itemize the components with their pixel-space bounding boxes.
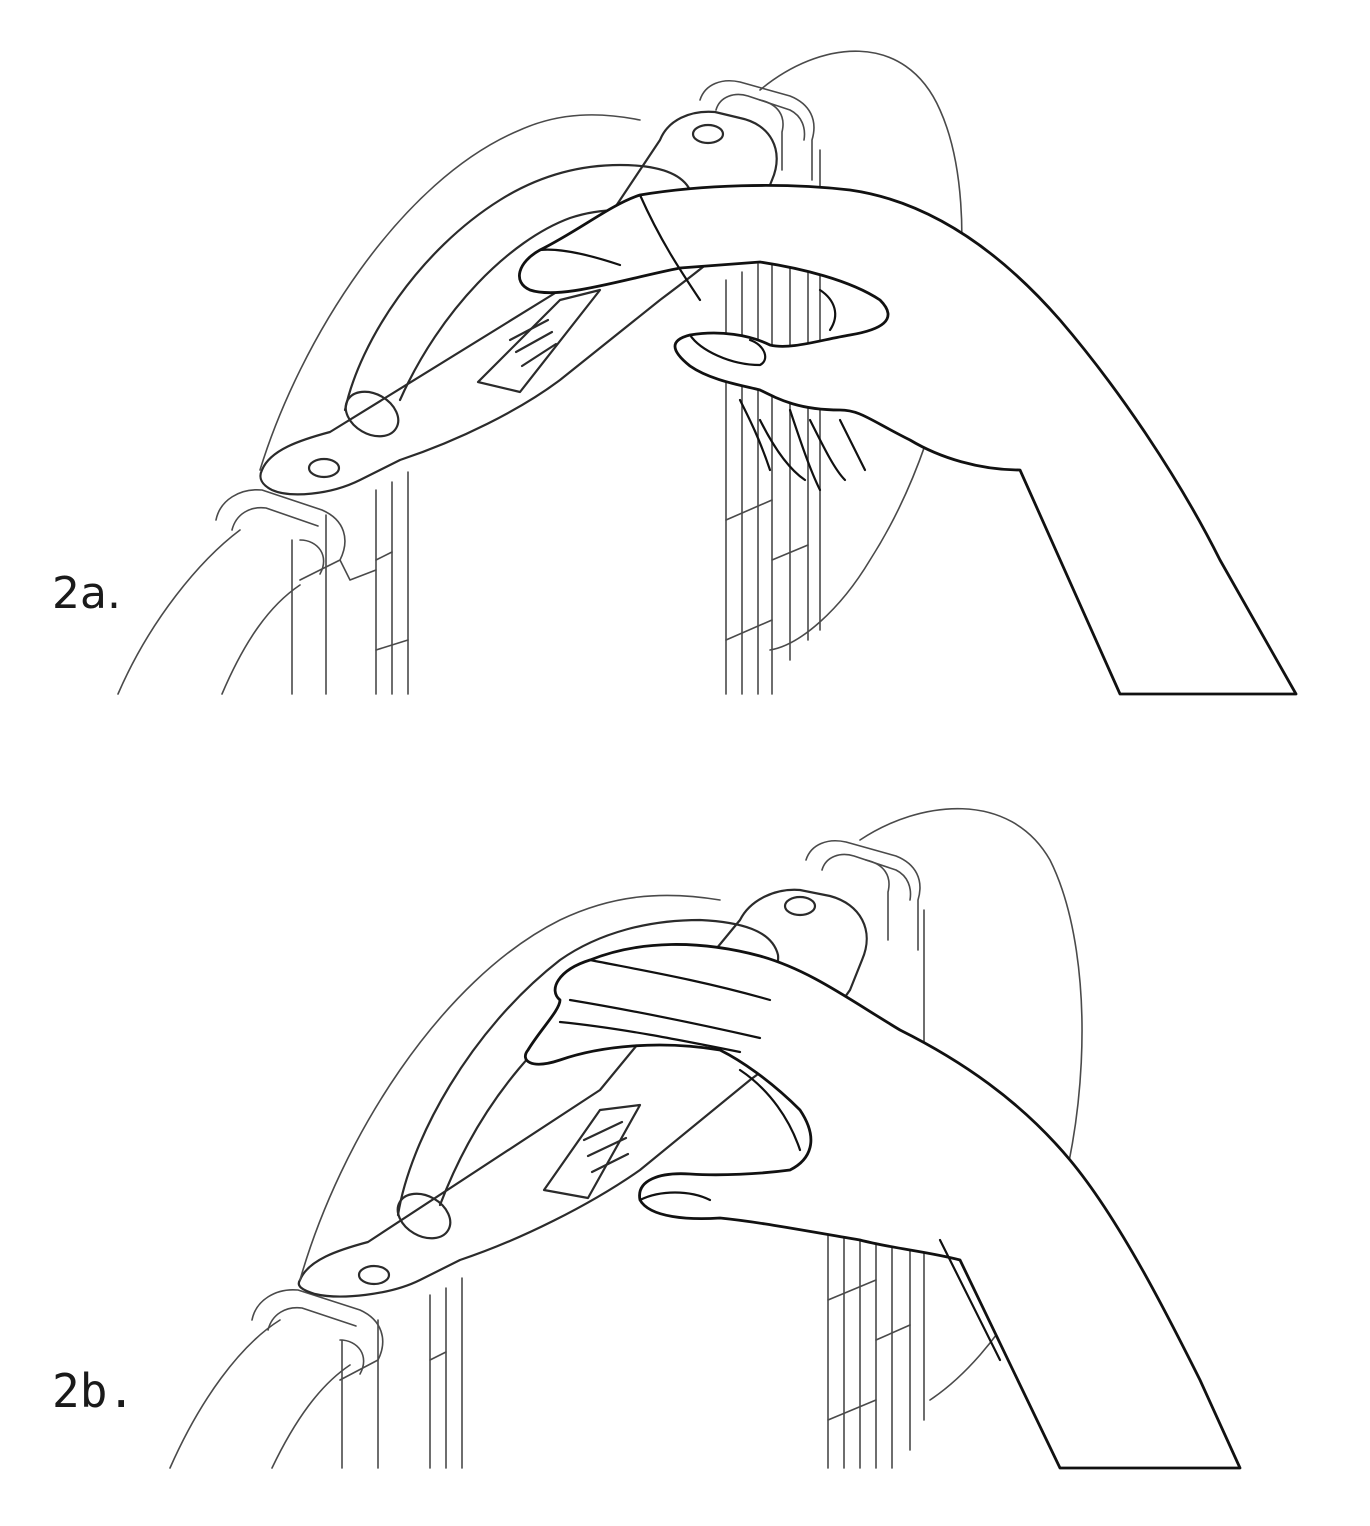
hinge-block-left (251, 1289, 384, 1381)
panel-label-2b: 2b. (52, 1364, 136, 1418)
ring-left-outline (169, 1319, 281, 1469)
slot-recess (542, 1103, 642, 1200)
hinge-block-left (215, 489, 377, 581)
arched-grip (259, 114, 693, 471)
grip-end-cap (344, 390, 400, 438)
hinge-block-right (805, 840, 921, 951)
hand-2a (518, 184, 1298, 696)
frame-rails (291, 149, 821, 695)
grip-end-cap (396, 1192, 452, 1240)
panel-label-2a: 2a. (52, 568, 121, 619)
ring-left-outline (117, 529, 241, 695)
screw-hole-lower (307, 457, 341, 479)
screw-hole-upper (691, 123, 725, 145)
hand-2b (524, 943, 1242, 1470)
handle-diagram-2a (117, 50, 1298, 696)
hinge-block-right (699, 80, 815, 181)
slot-recess (476, 288, 602, 394)
screw-hole-upper (783, 895, 817, 917)
panel-2b: 2b. (0, 760, 1370, 1526)
panel-2a: 2a. (0, 0, 1370, 760)
handle-diagram-2b (169, 807, 1242, 1470)
screw-hole-lower (357, 1264, 391, 1286)
